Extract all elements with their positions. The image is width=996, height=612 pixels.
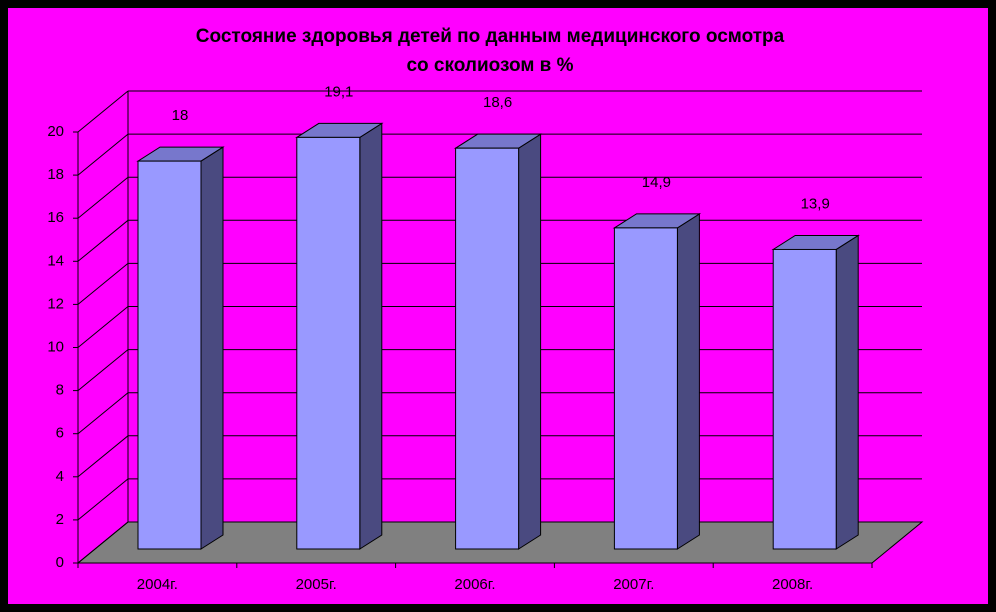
- bar: [613, 227, 678, 550]
- x-tick-label: 2004г.: [137, 576, 178, 593]
- grid-line: [77, 521, 129, 564]
- value-label: 19,1: [324, 83, 353, 100]
- grid-line: [77, 219, 129, 262]
- bar-side: [676, 212, 700, 550]
- grid-line: [77, 176, 129, 219]
- y-tick-label: 10: [47, 338, 64, 355]
- y-tick-label: 0: [56, 554, 64, 571]
- y-tick-label: 18: [47, 166, 64, 183]
- x-tick-label: 2005г.: [296, 576, 337, 593]
- bar: [772, 248, 837, 550]
- y-tick-label: 20: [47, 123, 64, 140]
- y-tick-label: 14: [47, 252, 64, 269]
- y-tick-label: 6: [56, 425, 64, 442]
- grid-line: [77, 478, 129, 521]
- value-label: 14,9: [642, 174, 671, 191]
- grid-line: [77, 349, 129, 391]
- bar: [296, 136, 361, 550]
- grid-line: [77, 90, 129, 133]
- grid-line: [77, 392, 129, 435]
- value-label: 18: [172, 107, 189, 124]
- bar: [455, 147, 520, 550]
- bar-side: [200, 146, 224, 550]
- x-tick-label: 2006г.: [454, 576, 495, 593]
- grid-line: [77, 263, 129, 305]
- chart-title: со сколиозом в %: [406, 55, 573, 76]
- bar-side: [835, 234, 859, 550]
- bar: [137, 160, 202, 550]
- grid-line: [77, 133, 129, 176]
- y-tick-label: 16: [47, 209, 64, 226]
- x-tick-label: 2008г.: [772, 576, 813, 593]
- y-tick-label: 4: [56, 468, 64, 485]
- bar-side: [359, 122, 383, 550]
- chart-title: Состояние здоровья детей по данным медиц…: [196, 26, 785, 47]
- value-label: 13,9: [801, 195, 830, 212]
- grid-line: [77, 435, 129, 478]
- y-tick-label: 2: [56, 511, 64, 528]
- bar-side: [518, 133, 542, 550]
- grid-line: [77, 306, 129, 348]
- value-label: 18,6: [483, 94, 512, 111]
- x-tick-label: 2007г.: [613, 576, 654, 593]
- y-tick-label: 12: [47, 295, 64, 312]
- y-tick-label: 8: [56, 382, 64, 399]
